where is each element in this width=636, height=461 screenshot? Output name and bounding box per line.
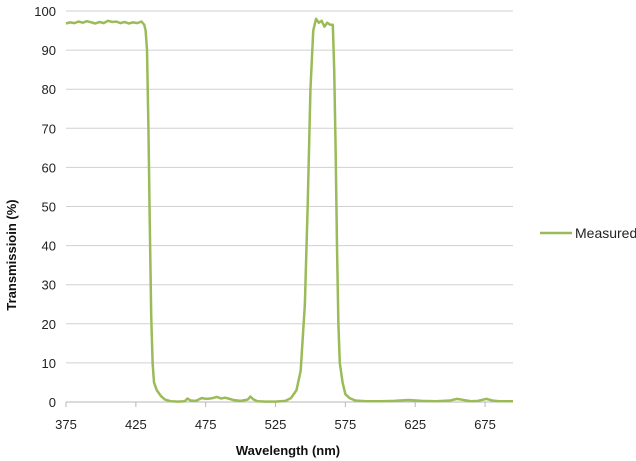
series-line-measured — [65, 17, 513, 403]
x-tick-label-525: 525 — [265, 417, 287, 432]
legend-label-measured: Measured — [575, 225, 636, 241]
series-group — [65, 17, 513, 403]
y-tick-label-50: 50 — [42, 200, 56, 215]
x-tick-label-425: 425 — [125, 417, 147, 432]
x-tick-label-575: 575 — [335, 417, 357, 432]
y-tick-label-60: 60 — [42, 160, 56, 175]
y-tick-label-20: 20 — [42, 317, 56, 332]
y-axis-title: Transmissioin (%) — [4, 199, 19, 310]
y-tick-label-30: 30 — [42, 278, 56, 293]
x-axis-ticks: 375 425 475 525 575 625 675 — [55, 402, 496, 432]
y-axis-ticks: 0 10 20 30 40 50 60 70 80 90 100 — [34, 4, 56, 410]
y-tick-label-90: 90 — [42, 43, 56, 58]
y-tick-label-10: 10 — [42, 356, 56, 371]
y-tick-label-70: 70 — [42, 121, 56, 136]
x-axis-title: Wavelength (nm) — [236, 443, 340, 458]
y-tick-label-80: 80 — [42, 82, 56, 97]
x-tick-label-375: 375 — [55, 417, 77, 432]
x-tick-label-675: 675 — [474, 417, 496, 432]
y-tick-label-0: 0 — [49, 395, 56, 410]
y-tick-label-40: 40 — [42, 239, 56, 254]
y-tick-label-100: 100 — [34, 4, 56, 19]
x-tick-label-625: 625 — [404, 417, 426, 432]
legend: Measured — [540, 225, 636, 241]
x-tick-label-475: 475 — [195, 417, 217, 432]
gridlines — [66, 10, 513, 364]
